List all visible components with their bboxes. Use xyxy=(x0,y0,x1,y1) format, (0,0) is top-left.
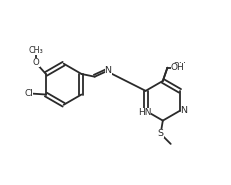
Text: N: N xyxy=(180,106,187,115)
Text: S: S xyxy=(157,129,163,138)
Text: CH₃: CH₃ xyxy=(29,46,43,55)
Text: OH: OH xyxy=(170,63,184,72)
Text: HN: HN xyxy=(137,108,151,117)
Text: N: N xyxy=(104,66,111,75)
Text: O: O xyxy=(33,58,40,67)
Text: OH: OH xyxy=(172,62,185,71)
Text: Cl: Cl xyxy=(24,89,33,98)
